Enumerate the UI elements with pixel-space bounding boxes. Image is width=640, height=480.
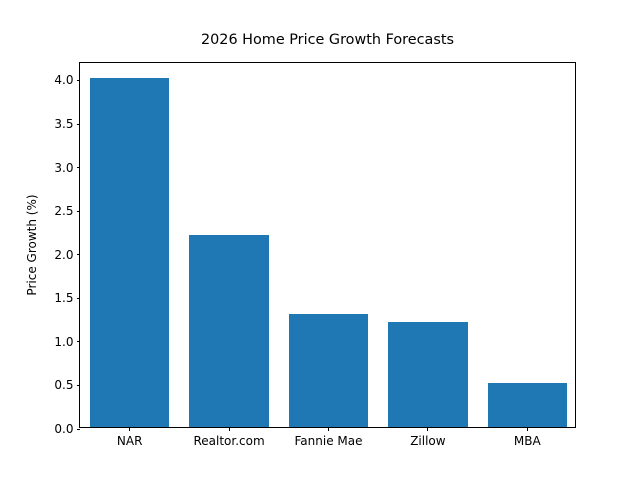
bar-zillow: [388, 322, 468, 427]
x-tick-mark: [526, 427, 528, 431]
chart-title: 2026 Home Price Growth Forecasts: [200, 32, 454, 48]
y-tick-mark: [76, 210, 80, 212]
y-tick-label: 3.0: [54, 160, 74, 175]
bar-realtor-com: [189, 235, 269, 427]
y-tick-mark: [76, 167, 80, 169]
x-tick-mark: [129, 427, 131, 431]
bar-nar: [89, 78, 170, 427]
y-tick-mark: [76, 79, 80, 82]
x-tick-mark: [427, 427, 429, 431]
x-tick-label: Zillow: [410, 434, 446, 448]
y-tick-mark: [76, 123, 80, 125]
y-tick-label: 1.5: [54, 291, 74, 306]
y-tick-mark: [76, 297, 80, 299]
y-tick-label: 0.5: [54, 378, 74, 393]
plot-area: [80, 63, 575, 427]
x-tick-label: Realtor.com: [193, 434, 265, 448]
y-tick-mark: [76, 341, 80, 343]
y-axis-label: Price Growth (%): [25, 194, 39, 296]
x-tick-mark: [228, 427, 230, 431]
bar-fannie-mae: [288, 313, 369, 427]
y-axis-label-container: Price Growth (%): [23, 62, 41, 428]
y-tick-mark: [76, 254, 80, 256]
y-tick-label: 2.5: [54, 204, 74, 219]
x-tick-label: Fannie Mae: [294, 434, 363, 448]
y-tick-label: 1.0: [54, 334, 74, 349]
x-tick-label: MBA: [513, 434, 541, 448]
y-tick-label: 0.0: [54, 422, 74, 436]
y-tick-label: 2.0: [54, 247, 74, 262]
y-tick-mark: [76, 384, 80, 387]
y-tick-mark: [76, 428, 80, 430]
x-tick-label: NAR: [116, 434, 143, 448]
y-tick-label: 4.0: [54, 73, 74, 88]
bar-mba: [487, 383, 568, 427]
x-tick-mark: [328, 427, 330, 431]
plot-axes: 0.0 0.5 1.0 1.5 2.0 2.5 3.0 3.5 4.0 NAR Realtor.c…: [54, 62, 576, 448]
y-tick-label: 3.5: [54, 117, 74, 131]
